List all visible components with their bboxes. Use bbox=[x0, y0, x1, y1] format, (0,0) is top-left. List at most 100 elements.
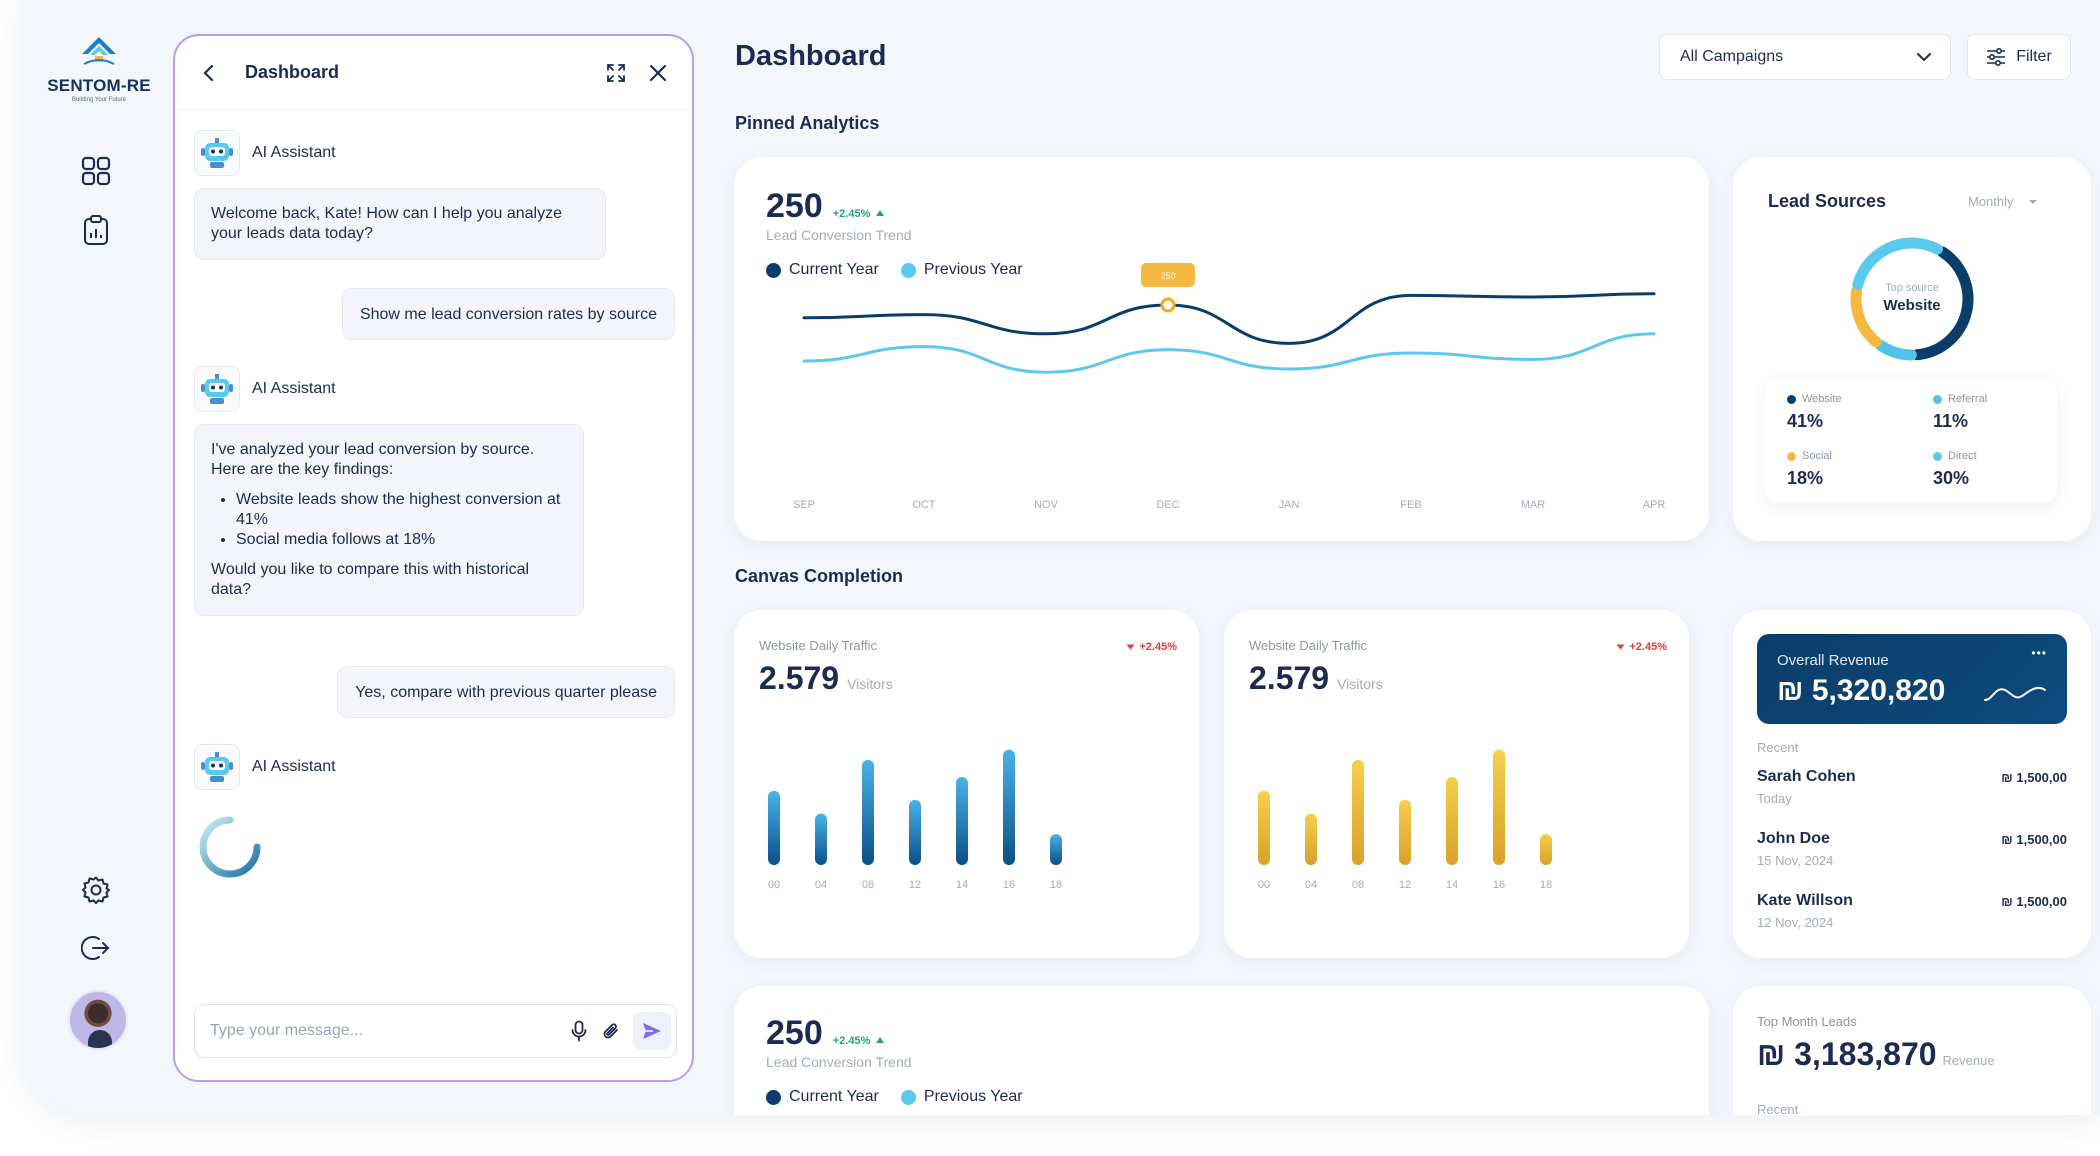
x-tick-label: 16 bbox=[1003, 879, 1015, 891]
recent-date: Today bbox=[1757, 791, 1792, 806]
x-tick-label: 00 bbox=[1258, 879, 1270, 891]
trend2-label: Lead Conversion Trend bbox=[766, 1054, 912, 1070]
finding-item: Social media follows at 18% bbox=[236, 530, 567, 550]
chat-header: Dashboard bbox=[175, 36, 692, 110]
tooltip-text: 250 bbox=[1160, 271, 1175, 281]
trend-legend: Current Year Previous Year bbox=[766, 261, 1023, 279]
assistant-name: AI Assistant bbox=[252, 380, 336, 397]
stat-website: Website 41% bbox=[1787, 393, 1842, 432]
recent-transaction[interactable]: John Doe ₪ 1,500,00 15 Nov, 2024 bbox=[1757, 830, 2067, 868]
bar[interactable] bbox=[956, 777, 968, 865]
send-button[interactable] bbox=[633, 1012, 671, 1050]
campaign-select-value: All Campaigns bbox=[1680, 48, 1784, 65]
stat-label: Social bbox=[1802, 450, 1832, 462]
series-line-previous-year bbox=[802, 332, 1656, 374]
tooltip-box bbox=[1141, 263, 1195, 287]
findings-list: Website leads show the highest conversio… bbox=[236, 490, 567, 550]
legend-dot-current bbox=[766, 262, 781, 278]
bar[interactable] bbox=[1305, 813, 1317, 865]
bar[interactable] bbox=[768, 790, 780, 865]
stat-dot bbox=[1933, 451, 1942, 461]
down-arrow-icon bbox=[1616, 644, 1625, 650]
reports-clipboard-icon[interactable] bbox=[78, 212, 114, 248]
traffic-change-value: +2.45% bbox=[1139, 641, 1177, 653]
legend-dot-current bbox=[766, 1089, 781, 1105]
series-line-current-year bbox=[802, 292, 1656, 345]
donut-slice-website[interactable] bbox=[1911, 246, 1974, 361]
message-input[interactable] bbox=[210, 1022, 559, 1040]
bar[interactable] bbox=[1352, 759, 1364, 865]
assistant-name: AI Assistant bbox=[252, 144, 336, 161]
trend-value: 250 bbox=[766, 187, 823, 225]
donut-slice-referral[interactable] bbox=[1875, 339, 1917, 361]
attachment-icon[interactable] bbox=[597, 1017, 625, 1045]
campaign-select[interactable]: All Campaigns bbox=[1659, 34, 1951, 80]
expand-icon[interactable] bbox=[602, 59, 630, 87]
stat-dot bbox=[1787, 394, 1796, 404]
donut-slice-direct[interactable] bbox=[1852, 237, 1943, 291]
recent-date: 12 Nov, 2024 bbox=[1757, 915, 1834, 930]
x-tick-label: 00 bbox=[768, 879, 780, 891]
close-icon[interactable] bbox=[644, 59, 672, 87]
analysis-intro: I've analyzed your lead conversion by so… bbox=[211, 441, 535, 478]
lead-conversion-trend-card: 250 +2.45% Lead Conversion Trend Current… bbox=[734, 157, 1709, 541]
bar[interactable] bbox=[862, 759, 874, 865]
traffic-bar-chart-1: 00 04 08 12 14 16 18 bbox=[768, 749, 1062, 891]
donut-slice-social[interactable] bbox=[1850, 284, 1882, 348]
dashboard-nav-icon[interactable] bbox=[78, 153, 114, 189]
traffic-card-1: Website Daily Traffic +2.45% 2.579 Visit… bbox=[734, 610, 1199, 958]
back-chevron-icon[interactable] bbox=[195, 59, 223, 87]
x-tick-label: OCT bbox=[912, 499, 936, 511]
donut-caption: Top source bbox=[1885, 282, 1939, 294]
lead-sources-title: Lead Sources bbox=[1768, 191, 1887, 211]
x-tick-label: 08 bbox=[1352, 879, 1364, 891]
assistant-header: AI Assistant bbox=[194, 130, 336, 176]
filter-sliders-icon bbox=[1987, 48, 2006, 66]
legend-previous: Previous Year bbox=[923, 261, 1023, 278]
lead-sources-stats: Website 41% Referral 11% Social 18% Dire… bbox=[1765, 379, 2057, 503]
up-arrow-icon bbox=[876, 210, 885, 216]
top-month-recent-label: Recent bbox=[1757, 1102, 1799, 1115]
revenue-banner: Overall Revenue ••• ₪ 5,320,820 bbox=[1757, 634, 2067, 724]
brand-name: SENTOM-RE bbox=[47, 76, 151, 95]
bar[interactable] bbox=[1003, 749, 1015, 865]
x-tick-label: 16 bbox=[1493, 879, 1505, 891]
user-message-2: Yes, compare with previous quarter pleas… bbox=[337, 666, 675, 718]
send-icon bbox=[643, 1023, 661, 1039]
robot-icon bbox=[194, 744, 240, 790]
microphone-icon[interactable] bbox=[565, 1017, 593, 1045]
trend2-legend: Current Year Previous Year bbox=[766, 1088, 1023, 1106]
legend-previous: Previous Year bbox=[923, 1088, 1023, 1105]
settings-gear-icon[interactable] bbox=[78, 872, 114, 908]
page-title: Dashboard bbox=[735, 40, 887, 72]
analysis-outro: Would you like to compare this with hist… bbox=[211, 561, 530, 598]
lead-sources-donut bbox=[1850, 237, 1974, 361]
legend-dot-previous bbox=[900, 1089, 916, 1105]
donut-center: Top source Website bbox=[1733, 282, 2091, 314]
more-options-icon[interactable]: ••• bbox=[2031, 646, 2047, 660]
traffic-title: Website Daily Traffic bbox=[759, 638, 878, 653]
trend2-value: 250 bbox=[766, 1014, 823, 1052]
logo-icon bbox=[82, 37, 116, 65]
bar[interactable] bbox=[1540, 834, 1552, 865]
bar[interactable] bbox=[1493, 749, 1505, 865]
bar[interactable] bbox=[909, 799, 921, 865]
brand-logo[interactable]: SENTOM-RE Building Your Future bbox=[40, 34, 158, 103]
filter-button[interactable]: Filter bbox=[1967, 34, 2071, 80]
bar[interactable] bbox=[815, 813, 827, 865]
user-avatar[interactable] bbox=[68, 990, 128, 1050]
recent-transaction[interactable]: Kate Willson ₪ 1,500,00 12 Nov, 2024 bbox=[1757, 892, 2067, 930]
traffic-change: +2.45% bbox=[1616, 641, 1667, 653]
recent-transaction[interactable]: Sarah Cohen ₪ 1,500,00 Today bbox=[1757, 768, 2067, 806]
logout-icon[interactable] bbox=[78, 930, 114, 966]
period-select[interactable]: Monthly bbox=[1968, 194, 2038, 209]
x-tick-label: 18 bbox=[1540, 879, 1552, 891]
bar[interactable] bbox=[1050, 834, 1062, 865]
highlight-point[interactable] bbox=[1160, 297, 1176, 313]
bar[interactable] bbox=[1446, 777, 1458, 865]
bar[interactable] bbox=[1399, 799, 1411, 865]
up-arrow-icon bbox=[876, 1037, 885, 1043]
robot-icon bbox=[194, 366, 240, 412]
x-tick-label: APR bbox=[1643, 499, 1666, 511]
bar[interactable] bbox=[1258, 790, 1270, 865]
